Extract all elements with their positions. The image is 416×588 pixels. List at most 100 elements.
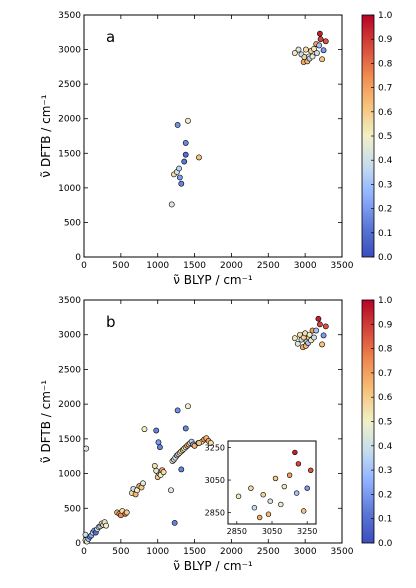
data-point bbox=[319, 56, 325, 63]
colorbar-tick-label: 1.0 bbox=[378, 296, 393, 306]
x-tick-label: 1500 bbox=[183, 261, 206, 271]
inset-x-tick-label: 2850 bbox=[227, 527, 247, 536]
data-point bbox=[160, 469, 167, 476]
inset-data-point bbox=[248, 485, 254, 491]
data-point bbox=[313, 327, 320, 334]
data-point bbox=[302, 46, 309, 53]
data-point bbox=[168, 487, 174, 494]
inset-data-point bbox=[293, 490, 300, 496]
inset-data-point bbox=[265, 511, 272, 517]
inset-data-point bbox=[281, 483, 288, 490]
colorbar-b: 0.0 0.1 0.2 0.3 0.4 0.5 0.6 0.7 0.8 0.9 1.0 bbox=[361, 296, 393, 549]
data-point bbox=[291, 335, 298, 342]
data-point bbox=[182, 140, 189, 146]
inset-data-point bbox=[235, 493, 242, 500]
data-point bbox=[291, 50, 298, 56]
colorbar-tick-label: 0.3 bbox=[378, 466, 392, 476]
data-point bbox=[185, 117, 191, 124]
y-tick-label: 1500 bbox=[58, 435, 81, 445]
data-point bbox=[317, 36, 324, 43]
data-point bbox=[157, 444, 163, 451]
y-axis-label: ν̃ DFTB / cm⁻¹ bbox=[39, 94, 53, 177]
data-point bbox=[322, 38, 329, 45]
inset-data-point bbox=[272, 475, 279, 482]
y-tick-label: 500 bbox=[64, 218, 81, 228]
plot-frame bbox=[83, 299, 343, 544]
data-point bbox=[196, 154, 202, 161]
data-point bbox=[320, 47, 327, 54]
inset-data-point bbox=[295, 461, 302, 467]
inset-data-point bbox=[260, 492, 266, 498]
inset-data-point bbox=[304, 485, 310, 491]
x-axis-label: ν̃ BLYP / cm⁻¹ bbox=[173, 559, 253, 573]
data-point bbox=[171, 519, 178, 526]
inset-x-tick-label: 3050 bbox=[262, 527, 282, 536]
data-point bbox=[151, 463, 158, 469]
data-point bbox=[315, 315, 322, 322]
data-point bbox=[306, 331, 313, 338]
data-point bbox=[103, 522, 110, 529]
panel-label: a bbox=[106, 28, 115, 46]
colorbar-tick-label: 0.2 bbox=[378, 205, 392, 215]
y-tick-label: 3500 bbox=[58, 11, 81, 21]
inset-plot: 2850 3050 3250 2850 3050 3250 bbox=[205, 440, 317, 536]
data-point bbox=[294, 340, 301, 347]
colorbar-tick-label: 0.4 bbox=[378, 156, 393, 166]
data-point bbox=[182, 151, 189, 158]
x-tick-label: 500 bbox=[112, 261, 129, 271]
data-point bbox=[176, 165, 182, 172]
y-tick-label: 1000 bbox=[58, 470, 81, 480]
inset-data-point bbox=[300, 508, 307, 514]
x-axis-label: ν̃ BLYP / cm⁻¹ bbox=[173, 273, 253, 287]
colorbar-tick-label: 0.9 bbox=[378, 320, 393, 330]
colorbar-tick-label: 0.0 bbox=[378, 253, 393, 263]
colorbar-a: 0.0 0.1 0.2 0.3 0.4 0.5 0.6 0.7 0.8 0.9 1.0 bbox=[361, 11, 393, 263]
data-point bbox=[322, 323, 329, 330]
y-axis-label: ν̃ DFTB / cm⁻¹ bbox=[39, 380, 53, 463]
x-tick-label: 1000 bbox=[146, 261, 169, 271]
inset-data-point bbox=[286, 472, 293, 478]
x-tick-label: 500 bbox=[112, 547, 129, 557]
x-tick-label: 3000 bbox=[294, 547, 317, 557]
panel-a: 0 500 1000 1500 2000 2500 3000 3500 0 500 1000 1500… bbox=[39, 11, 354, 287]
data-point bbox=[316, 42, 323, 49]
data-point bbox=[140, 480, 146, 487]
y-tick-label: 1500 bbox=[58, 149, 81, 159]
data-point bbox=[316, 321, 323, 328]
y-tick-label: 0 bbox=[75, 539, 81, 549]
colorbar-tick-label: 1.0 bbox=[378, 11, 393, 21]
data-point bbox=[155, 439, 162, 446]
inset-y-tick-label: 2850 bbox=[205, 509, 225, 518]
x-tick-label: 3500 bbox=[331, 547, 354, 557]
data-point bbox=[295, 46, 302, 53]
data-point bbox=[320, 332, 327, 339]
y-tick-label: 3500 bbox=[58, 296, 81, 306]
y-tick-label: 500 bbox=[64, 504, 81, 514]
y-tick-label: 2500 bbox=[58, 365, 81, 375]
data-point bbox=[174, 122, 181, 128]
data-point bbox=[207, 440, 214, 446]
plot-frame bbox=[83, 14, 343, 258]
inset-y-tick-label: 3050 bbox=[205, 476, 225, 485]
data-point bbox=[185, 403, 191, 410]
data-point bbox=[316, 30, 323, 37]
x-tick-label: 0 bbox=[81, 547, 87, 557]
colorbar-tick-label: 0.8 bbox=[378, 345, 393, 355]
data-point bbox=[153, 427, 160, 434]
x-tick-label: 0 bbox=[81, 261, 87, 271]
data-point bbox=[309, 53, 316, 60]
inset-data-point bbox=[292, 449, 298, 456]
panel-label: b bbox=[106, 313, 116, 331]
colorbar-tick-label: 0.7 bbox=[378, 84, 392, 94]
colorbar-tick-label: 0.4 bbox=[378, 442, 393, 452]
data-point bbox=[153, 467, 160, 474]
data-point bbox=[182, 425, 189, 432]
colorbar-tick-label: 0.6 bbox=[378, 393, 393, 403]
data-point bbox=[181, 158, 188, 165]
colorbar-tick-label: 0.5 bbox=[378, 418, 392, 428]
panel-b: 0 500 1000 1500 2000 2500 3000 3500 0 500 1000 1500… bbox=[39, 296, 354, 573]
data-point bbox=[178, 466, 185, 473]
colorbar-tick-label: 0.6 bbox=[378, 108, 393, 118]
data-point bbox=[314, 50, 320, 56]
